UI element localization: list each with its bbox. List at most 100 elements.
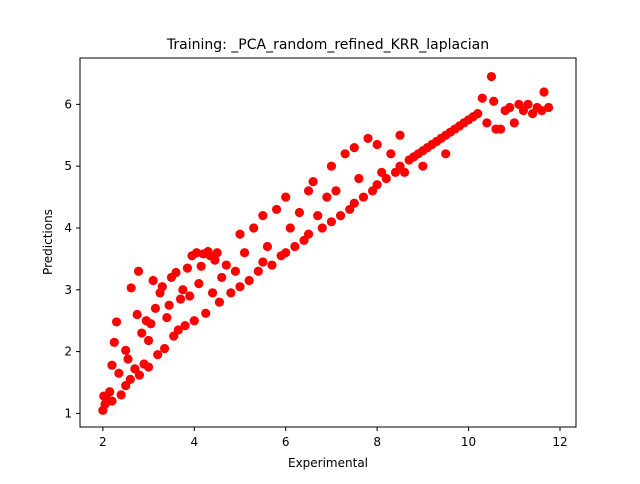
data-point-103 <box>395 130 405 140</box>
data-point-8 <box>111 317 122 327</box>
data-point-65 <box>253 266 263 276</box>
data-point-32 <box>162 313 172 323</box>
data-point-13 <box>123 354 133 364</box>
data-point-10 <box>116 390 126 400</box>
data-point-122 <box>473 109 483 119</box>
data-point-40 <box>180 321 190 331</box>
data-point-63 <box>244 275 254 286</box>
data-point-109 <box>418 161 428 171</box>
data-point-54 <box>212 248 222 258</box>
x-axis-ticks: 2 4 6 8 10 12 <box>99 427 568 449</box>
x-tick-label-1: 4 <box>190 435 198 449</box>
data-point-9 <box>114 368 124 378</box>
data-point-115 <box>441 149 451 159</box>
data-point-6 <box>107 360 117 370</box>
x-tick-label-4: 10 <box>461 435 476 449</box>
points-layer <box>98 71 554 415</box>
data-point-70 <box>271 204 282 215</box>
data-point-85 <box>326 161 337 171</box>
data-point-58 <box>226 288 236 298</box>
data-point-81 <box>313 211 323 221</box>
data-point-23 <box>143 362 154 372</box>
data-point-14 <box>125 374 135 385</box>
data-point-57 <box>221 260 231 270</box>
data-point-75 <box>290 241 300 252</box>
data-point-7 <box>109 337 119 347</box>
data-point-82 <box>317 223 327 233</box>
data-point-92 <box>354 173 364 184</box>
data-point-53 <box>210 255 220 265</box>
data-point-69 <box>267 260 277 270</box>
data-point-124 <box>482 118 492 128</box>
x-tick-label-3: 8 <box>373 435 381 449</box>
data-point-83 <box>322 192 332 202</box>
data-point-99 <box>381 173 391 184</box>
data-point-24 <box>143 335 154 346</box>
data-point-84 <box>326 217 337 227</box>
data-point-49 <box>201 308 211 318</box>
data-point-44 <box>189 316 199 326</box>
data-point-74 <box>285 223 295 233</box>
y-tick-label-5: 6 <box>64 97 72 111</box>
data-point-131 <box>509 118 519 128</box>
data-point-139 <box>543 102 554 113</box>
data-point-27 <box>150 303 161 313</box>
data-point-94 <box>363 133 373 143</box>
data-point-46 <box>194 279 204 289</box>
data-point-41 <box>182 263 193 273</box>
data-point-66 <box>258 257 268 267</box>
data-point-91 <box>349 143 359 153</box>
y-tick-label-2: 3 <box>64 283 72 297</box>
data-point-87 <box>335 211 346 221</box>
x-tick-label-0: 2 <box>99 435 107 449</box>
data-point-37 <box>173 325 183 335</box>
data-point-78 <box>303 229 314 239</box>
data-point-96 <box>372 180 382 190</box>
data-point-19 <box>134 370 145 380</box>
data-point-137 <box>537 105 547 116</box>
y-tick-label-0: 1 <box>64 406 72 420</box>
data-point-25 <box>146 319 156 329</box>
data-point-56 <box>217 272 227 283</box>
y-tick-label-1: 2 <box>64 345 72 359</box>
data-point-60 <box>235 282 245 292</box>
data-point-59 <box>230 266 241 276</box>
y-tick-label-4: 5 <box>64 159 72 173</box>
data-point-72 <box>281 248 291 258</box>
data-point-42 <box>185 291 195 301</box>
data-point-126 <box>489 96 499 106</box>
chart-title: Training: _PCA_random_refined_KRR_laplac… <box>166 37 489 53</box>
data-point-52 <box>207 288 218 298</box>
x-tick-label-5: 12 <box>552 435 567 449</box>
data-point-86 <box>331 186 341 196</box>
data-point-5 <box>107 396 117 406</box>
data-point-30 <box>157 282 167 292</box>
x-tick-label-2: 6 <box>282 435 290 449</box>
data-point-79 <box>303 186 314 196</box>
y-tick-label-3: 4 <box>64 221 72 235</box>
data-point-47 <box>196 261 206 271</box>
data-point-80 <box>308 177 318 187</box>
data-point-104 <box>399 167 410 177</box>
data-point-4 <box>105 387 115 397</box>
data-point-76 <box>294 207 305 218</box>
data-point-90 <box>349 198 359 208</box>
data-point-38 <box>175 294 186 304</box>
data-point-68 <box>262 241 273 252</box>
data-point-39 <box>178 285 188 295</box>
data-point-73 <box>281 192 291 202</box>
data-point-18 <box>133 266 144 276</box>
data-point-55 <box>214 297 225 307</box>
data-point-62 <box>239 248 250 258</box>
data-point-26 <box>148 275 158 286</box>
data-point-134 <box>523 99 533 109</box>
data-point-28 <box>153 350 163 360</box>
x-axis-label: Experimental <box>288 456 368 470</box>
y-axis-label: Predictions <box>41 209 55 275</box>
data-point-100 <box>386 149 396 159</box>
data-point-12 <box>121 345 131 355</box>
data-point-33 <box>164 300 174 310</box>
